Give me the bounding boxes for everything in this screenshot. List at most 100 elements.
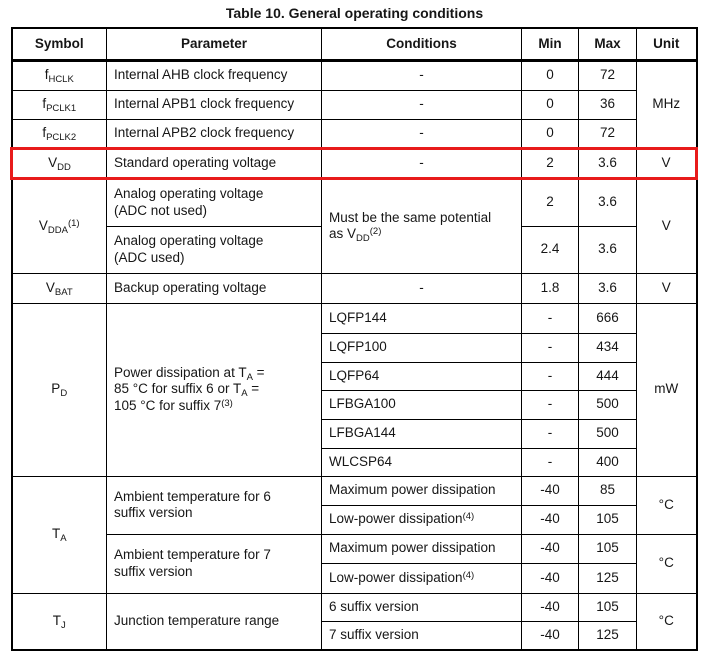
cell-parameter-vdd: Standard operating voltage [106, 146, 322, 180]
cell-min-fpclk2: 0 [521, 118, 579, 149]
row-pd-lqfp100: LQFP100 - 434 [12, 332, 697, 363]
header-row: Symbol Parameter Conditions Min Max Unit [11, 27, 697, 62]
cell-min-wlcsp64: - [521, 447, 579, 477]
cell-parameter-pd: Power dissipation at TA = 85 °C for suffi… [106, 302, 322, 477]
cell-symbol-tj: TJ [11, 592, 107, 651]
cell-conditions-tj7: 7 suffix version [321, 620, 522, 651]
cell-min-fhclk: 0 [521, 59, 579, 91]
cell-parameter-vbat: Backup operating voltage [106, 272, 322, 304]
cell-parameter-tj: Junction temperature range [106, 592, 322, 651]
cell-conditions-fpclk2: - [321, 118, 522, 149]
cell-conditions-lqfp64: LQFP64 [321, 361, 522, 391]
cell-max-tj7: 125 [578, 620, 637, 651]
cell-max-vdda-used: 3.6 [578, 225, 637, 274]
row-ta7-max: Ambient temperature for 7 suffix version … [12, 533, 697, 594]
cell-max-fpclk2: 72 [578, 118, 637, 149]
cell-symbol-vbat: VBAT [11, 272, 107, 304]
cell-min-tj6: -40 [521, 592, 579, 622]
cell-conditions-lqfp100: LQFP100 [321, 332, 522, 363]
cell-min-ta7-max: -40 [521, 533, 579, 564]
row-fpclk1: fPCLK1 Internal APB1 clock frequency - 0… [11, 89, 697, 120]
cell-max-vdda-not-used: 3.6 [578, 177, 637, 227]
cell-parameter-vdda-used: Analog operating voltage (ADC used) [106, 225, 322, 274]
cell-max-lqfp100: 434 [578, 332, 637, 363]
cell-unit-vdda: V [636, 177, 697, 274]
cell-max-lfbga100: 500 [578, 389, 637, 420]
row-vdda-adc-used: Analog operating voltage (ADC used) 2.4 3… [12, 225, 697, 274]
col-header-unit: Unit [636, 27, 697, 62]
cell-max-ta6-lowpower: 105 [578, 504, 637, 535]
cell-min-lfbga100: - [521, 389, 579, 420]
cell-max-ta7-lowpower: 125 [578, 562, 637, 594]
cell-parameter-vdda-not-used: Analog operating voltage (ADC not used) [106, 177, 322, 227]
row-pd-lqfp144: PD Power dissipation at TA = 85 °C for su… [11, 302, 697, 477]
row-vbat: VBAT Backup operating voltage - 1.8 3.6 … [11, 272, 697, 304]
row-tj-suffix6: TJ Junction temperature range 6 suffix v… [11, 592, 697, 651]
col-header-min: Min [521, 27, 579, 62]
cell-conditions-tj6: 6 suffix version [321, 592, 522, 622]
cell-max-tj6: 105 [578, 592, 637, 622]
row-fhclk: fHCLK Internal AHB clock frequency - 0 7… [11, 59, 697, 149]
cell-symbol-vdd: VDD [10, 146, 107, 180]
cell-min-fpclk1: 0 [521, 89, 579, 120]
cell-unit-clock: MHz [636, 59, 697, 149]
cell-max-lqfp144: 666 [578, 302, 637, 334]
col-header-parameter: Parameter [106, 27, 322, 62]
cell-max-lqfp64: 444 [578, 361, 637, 391]
cell-parameter-ta-suffix7: Ambient temperature for 7 suffix version [106, 533, 322, 594]
row-vdd-highlighted: VDD Standard operating voltage - 2 3.6 V [10, 146, 698, 180]
cell-max-vbat: 3.6 [578, 272, 637, 304]
row-ta7-lowpower: Low-power dissipation(4) -40 125 [12, 562, 697, 594]
row-vdda-adc-not-used: VDDA(1) Analog operating voltage (ADC not… [11, 177, 697, 274]
cell-conditions-vdd: - [321, 146, 522, 180]
cell-symbol-fhclk: fHCLK [11, 59, 107, 91]
cell-conditions-ta6-lowpower: Low-power dissipation(4) [321, 504, 522, 535]
row-ta6-max: TA Ambient temperature for 6 suffix versi… [11, 475, 697, 594]
cell-symbol-ta: TA [11, 475, 107, 594]
cell-unit-vbat: V [636, 272, 697, 304]
cell-min-vdda-used: 2.4 [521, 225, 579, 274]
row-pd-lfbga100: LFBGA100 - 500 [12, 389, 697, 420]
cell-min-ta7-lowpower: -40 [521, 562, 579, 594]
col-header-max: Max [578, 27, 637, 62]
row-tj-suffix7: 7 suffix version -40 125 [12, 620, 697, 651]
cell-conditions-vbat: - [321, 272, 522, 304]
cell-min-lqfp100: - [521, 332, 579, 363]
cell-max-fpclk1: 36 [578, 89, 637, 120]
table-title: Table 10. General operating conditions [225, 5, 484, 21]
operating-conditions-table: Symbol Parameter Conditions Min Max Unit… [10, 27, 698, 651]
cell-unit-vdd: V [636, 146, 698, 180]
cell-conditions-ta7-max: Maximum power dissipation [321, 533, 522, 564]
row-pd-wlcsp64: WLCSP64 - 400 [12, 447, 697, 477]
cell-unit-pd: mW [636, 302, 697, 477]
cell-max-vdd: 3.6 [578, 146, 637, 180]
cell-min-tj7: -40 [521, 620, 579, 651]
cell-unit-ta7: °C [636, 533, 697, 594]
row-ta6-lowpower: Low-power dissipation(4) -40 105 [12, 504, 697, 535]
cell-min-vbat: 1.8 [521, 272, 579, 304]
row-pd-lfbga144: LFBGA144 - 500 [12, 418, 697, 449]
cell-symbol-pd: PD [11, 302, 107, 477]
cell-max-fhclk: 72 [578, 59, 637, 91]
cell-conditions-vdda: Must be the same potential as VDD(2) [321, 177, 522, 274]
col-header-conditions: Conditions [321, 27, 522, 62]
col-header-symbol: Symbol [11, 27, 107, 62]
row-fpclk2: fPCLK2 Internal APB2 clock frequency - 0… [11, 118, 697, 149]
cell-max-ta6-max: 85 [578, 475, 637, 506]
cell-min-vdda-not-used: 2 [521, 177, 579, 227]
cell-parameter-fhclk: Internal AHB clock frequency [106, 59, 322, 91]
cell-max-ta7-max: 105 [578, 533, 637, 564]
cell-conditions-ta7-lowpower: Low-power dissipation(4) [321, 562, 522, 594]
cell-conditions-fhclk: - [321, 59, 522, 91]
cell-conditions-lqfp144: LQFP144 [321, 302, 522, 334]
cell-conditions-wlcsp64: WLCSP64 [321, 447, 522, 477]
cell-min-ta6-max: -40 [521, 475, 579, 506]
row-pd-lqfp64: LQFP64 - 444 [12, 361, 697, 391]
cell-unit-tj: °C [636, 592, 697, 651]
cell-conditions-lfbga100: LFBGA100 [321, 389, 522, 420]
cell-unit-ta6: °C [636, 475, 697, 535]
cell-min-vdd: 2 [521, 146, 579, 180]
cell-max-wlcsp64: 400 [578, 447, 637, 477]
cell-max-lfbga144: 500 [578, 418, 637, 449]
cell-min-ta6-lowpower: -40 [521, 504, 579, 535]
